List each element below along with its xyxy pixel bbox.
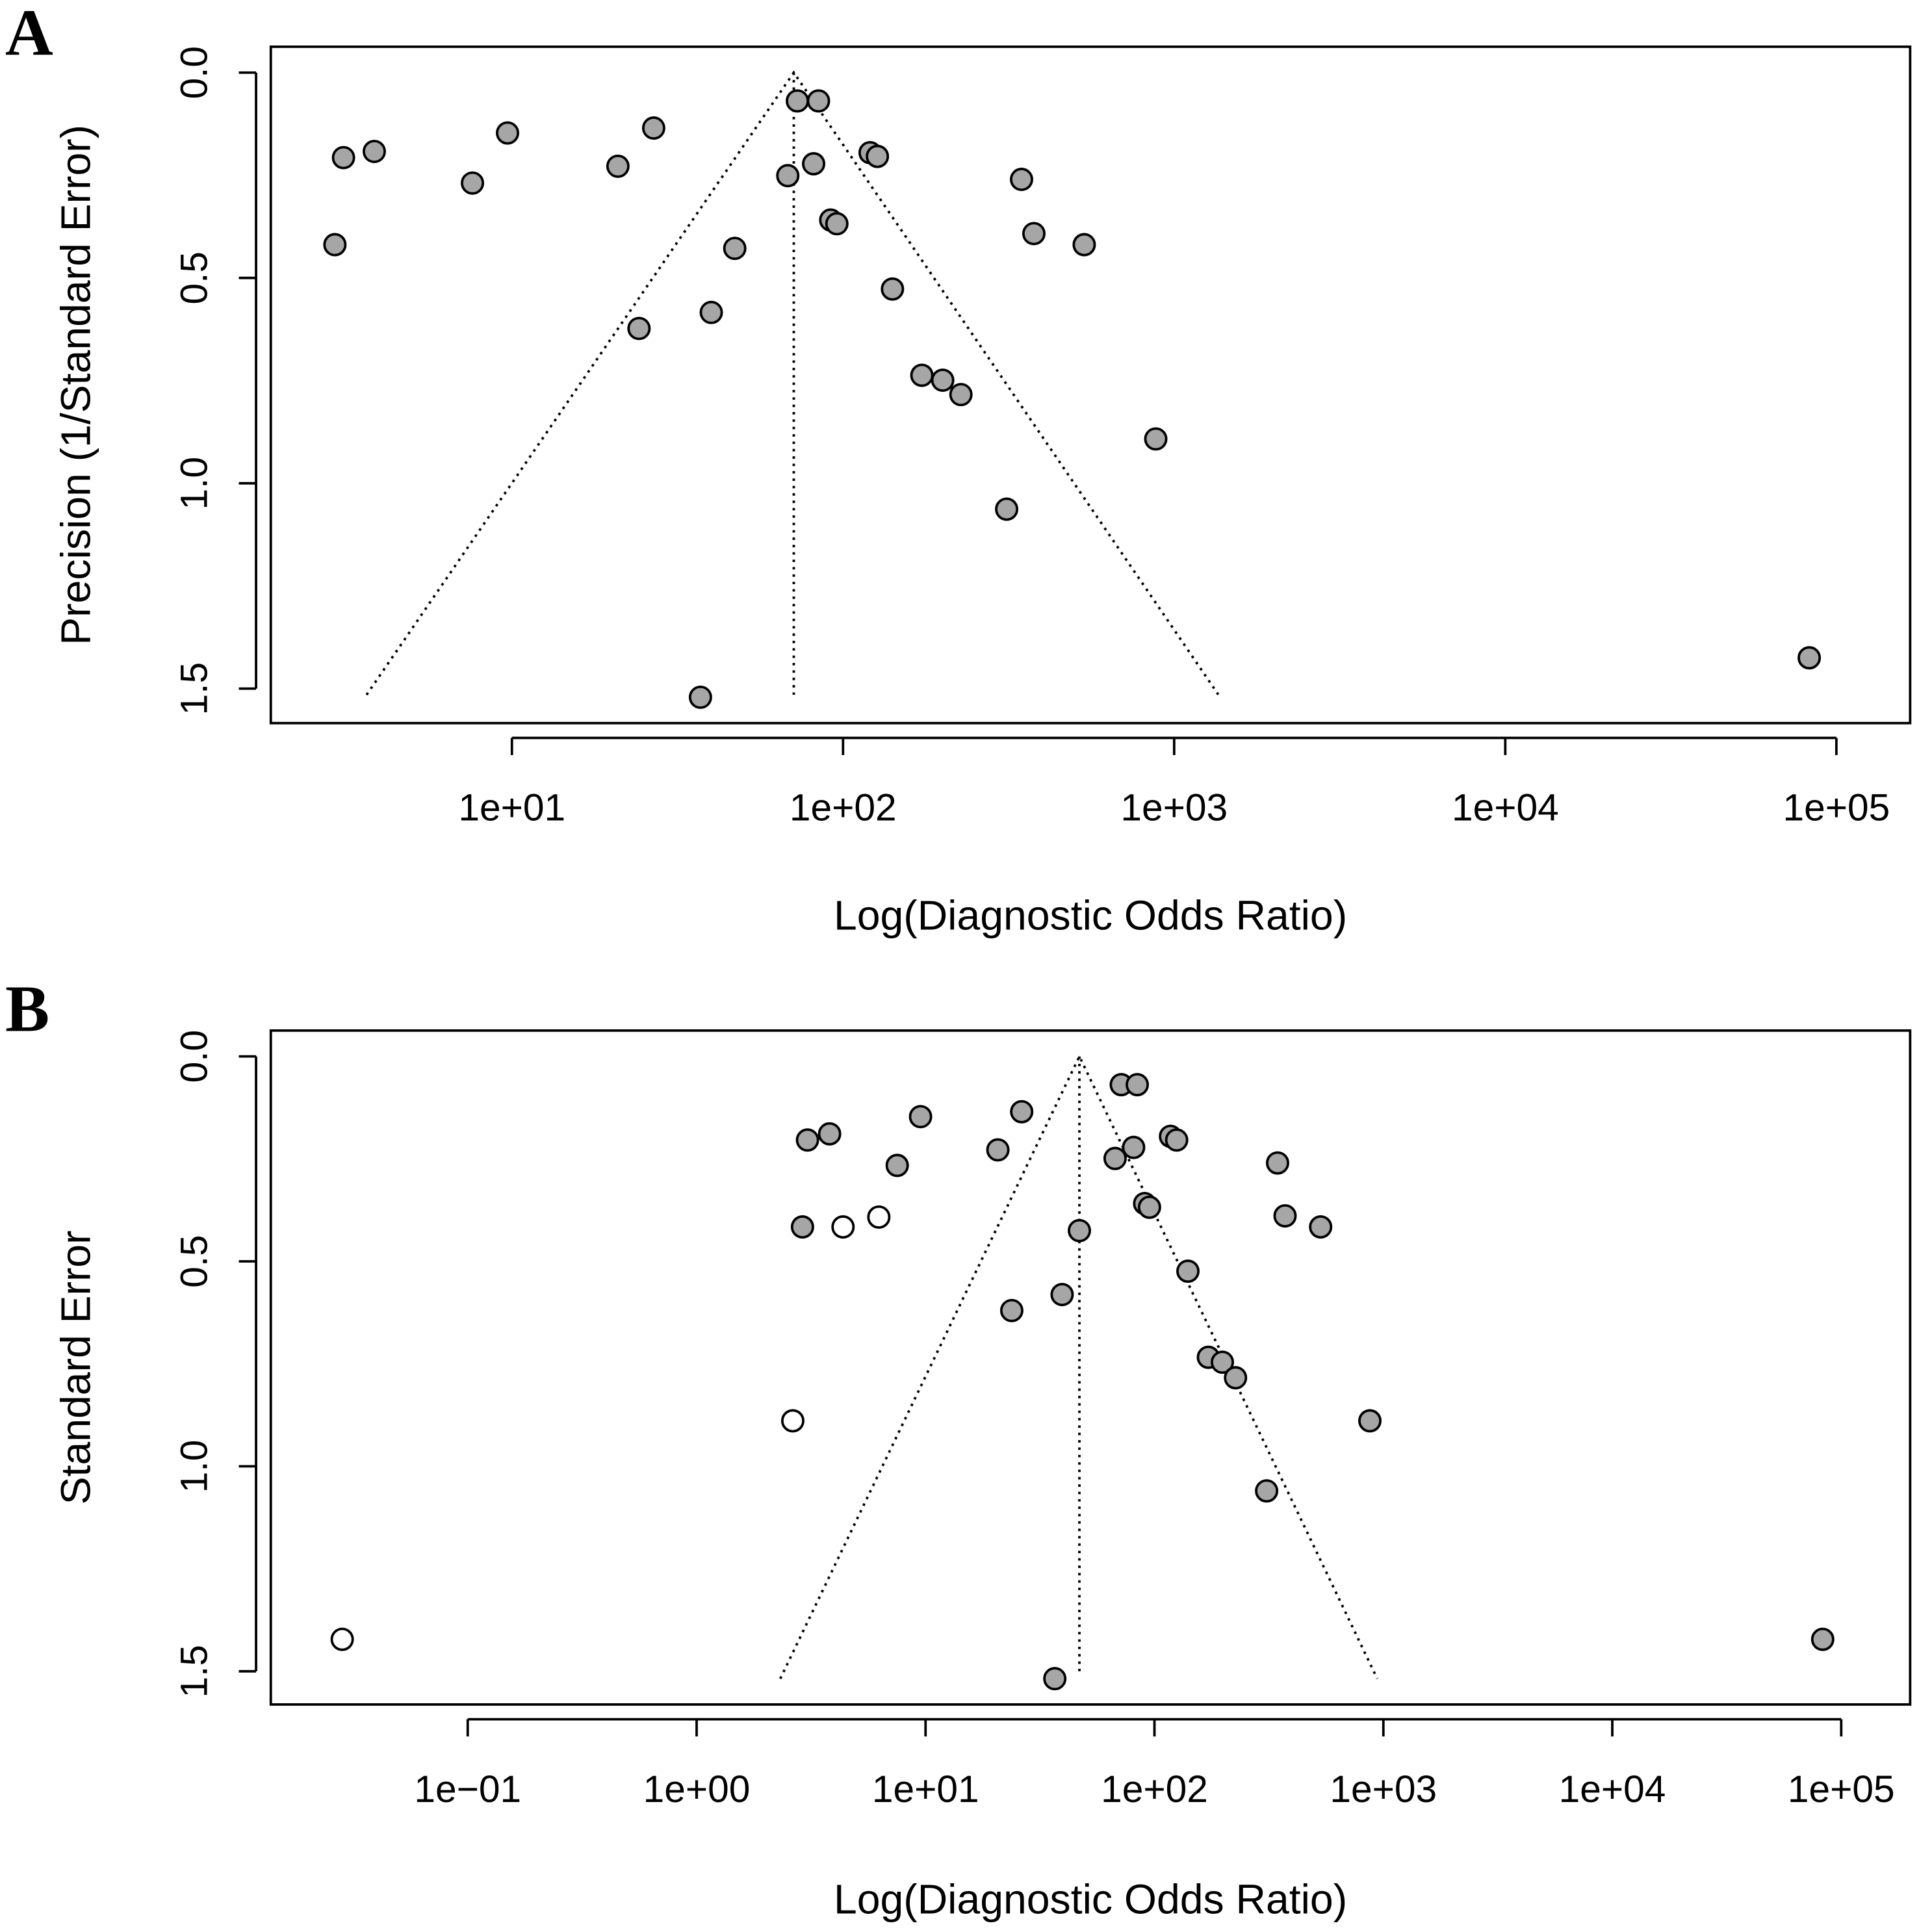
y-axis-label: Standard Error: [53, 1230, 99, 1504]
y-tick-label: 0.5: [174, 251, 216, 305]
funnel-line: [779, 1053, 1379, 1679]
study-point: [802, 152, 825, 175]
study-point: [1165, 1128, 1189, 1152]
study-point: [723, 237, 747, 261]
x-axis-label: Log(Diagnostic Odds Ratio): [834, 1876, 1347, 1923]
study-point: [931, 368, 955, 393]
study-point: [1022, 222, 1046, 246]
study-point: [1255, 1479, 1279, 1503]
x-tick-label: 1e+04: [1452, 787, 1559, 829]
study-point: [881, 277, 905, 301]
panel-label: B: [5, 973, 49, 1046]
study-point: [1224, 1366, 1248, 1390]
study-point: [362, 140, 386, 164]
study-point: [999, 1298, 1024, 1322]
study-point: [1068, 1218, 1091, 1243]
y-axis-label: Precision (1/Standard Error): [53, 125, 99, 645]
study-point: [1137, 1195, 1161, 1219]
study-point: [1050, 1283, 1074, 1307]
y-tick-label: 0.0: [174, 46, 216, 99]
study-point: [986, 1138, 1010, 1162]
x-tick-label: 1e+03: [1330, 1768, 1437, 1810]
plot-frame: [269, 1029, 1912, 1706]
x-axis-label: Log(Diagnostic Odds Ratio): [834, 892, 1347, 939]
study-point: [496, 121, 519, 145]
study-point: [818, 1122, 842, 1146]
study-point: [1176, 1259, 1200, 1283]
x-tick-label: 1e+01: [872, 1768, 979, 1810]
x-tick-label: 1e+04: [1559, 1768, 1666, 1810]
study-point: [949, 383, 973, 407]
study-point: [627, 316, 651, 341]
study-point: [790, 1215, 814, 1239]
x-tick-label: 1e+02: [1101, 1768, 1208, 1810]
y-tick-label: 1.5: [174, 1645, 216, 1698]
study-point: [1273, 1204, 1297, 1228]
study-point: [688, 685, 712, 709]
study-point: [786, 89, 810, 113]
y-tick-label: 1.0: [174, 457, 216, 510]
y-tick-label: 0.0: [174, 1030, 216, 1083]
study-point: [1103, 1146, 1127, 1170]
study-point: [323, 233, 347, 257]
study-point: [331, 146, 355, 170]
study-point: [776, 164, 800, 188]
study-point: [885, 1153, 909, 1178]
study-point: [1144, 427, 1168, 451]
study-point: [831, 1215, 855, 1239]
study-point: [699, 300, 723, 324]
plot-frame: [269, 45, 1912, 725]
y-tick-label: 1.0: [174, 1440, 216, 1493]
x-tick-label: 1e+02: [790, 787, 897, 829]
x-tick-label: 1e+05: [1783, 787, 1890, 829]
study-point: [910, 363, 934, 387]
study-point: [1265, 1151, 1289, 1175]
study-point: [1810, 1627, 1835, 1651]
study-point: [1797, 646, 1822, 670]
study-point: [1010, 1100, 1034, 1124]
study-point: [795, 1128, 819, 1152]
x-tick-label: 1e+05: [1788, 1768, 1895, 1810]
y-tick-label: 1.5: [174, 662, 216, 715]
study-point: [606, 154, 630, 178]
study-point: [1126, 1073, 1150, 1097]
x-tick-label: 1e−01: [414, 1768, 521, 1810]
x-tick-label: 1e+03: [1120, 787, 1228, 829]
x-tick-label: 1e+01: [458, 787, 565, 829]
x-tick-label: 1e+00: [643, 1768, 751, 1810]
study-point: [806, 89, 831, 113]
study-point: [641, 116, 665, 140]
study-point: [330, 1627, 354, 1651]
study-point: [1043, 1667, 1067, 1691]
y-tick-label: 0.5: [174, 1235, 216, 1288]
panel-label: A: [5, 0, 53, 70]
study-point: [908, 1105, 933, 1129]
study-point: [780, 1409, 805, 1433]
study-point: [866, 144, 890, 168]
study-point: [1009, 168, 1033, 192]
study-point: [1309, 1215, 1333, 1239]
study-point: [867, 1205, 891, 1229]
study-point: [461, 171, 485, 195]
study-point: [825, 212, 849, 236]
study-point: [1358, 1409, 1382, 1433]
study-point: [1211, 1350, 1234, 1374]
study-point: [995, 497, 1019, 521]
study-point: [1072, 233, 1096, 257]
study-point: [1122, 1135, 1146, 1159]
